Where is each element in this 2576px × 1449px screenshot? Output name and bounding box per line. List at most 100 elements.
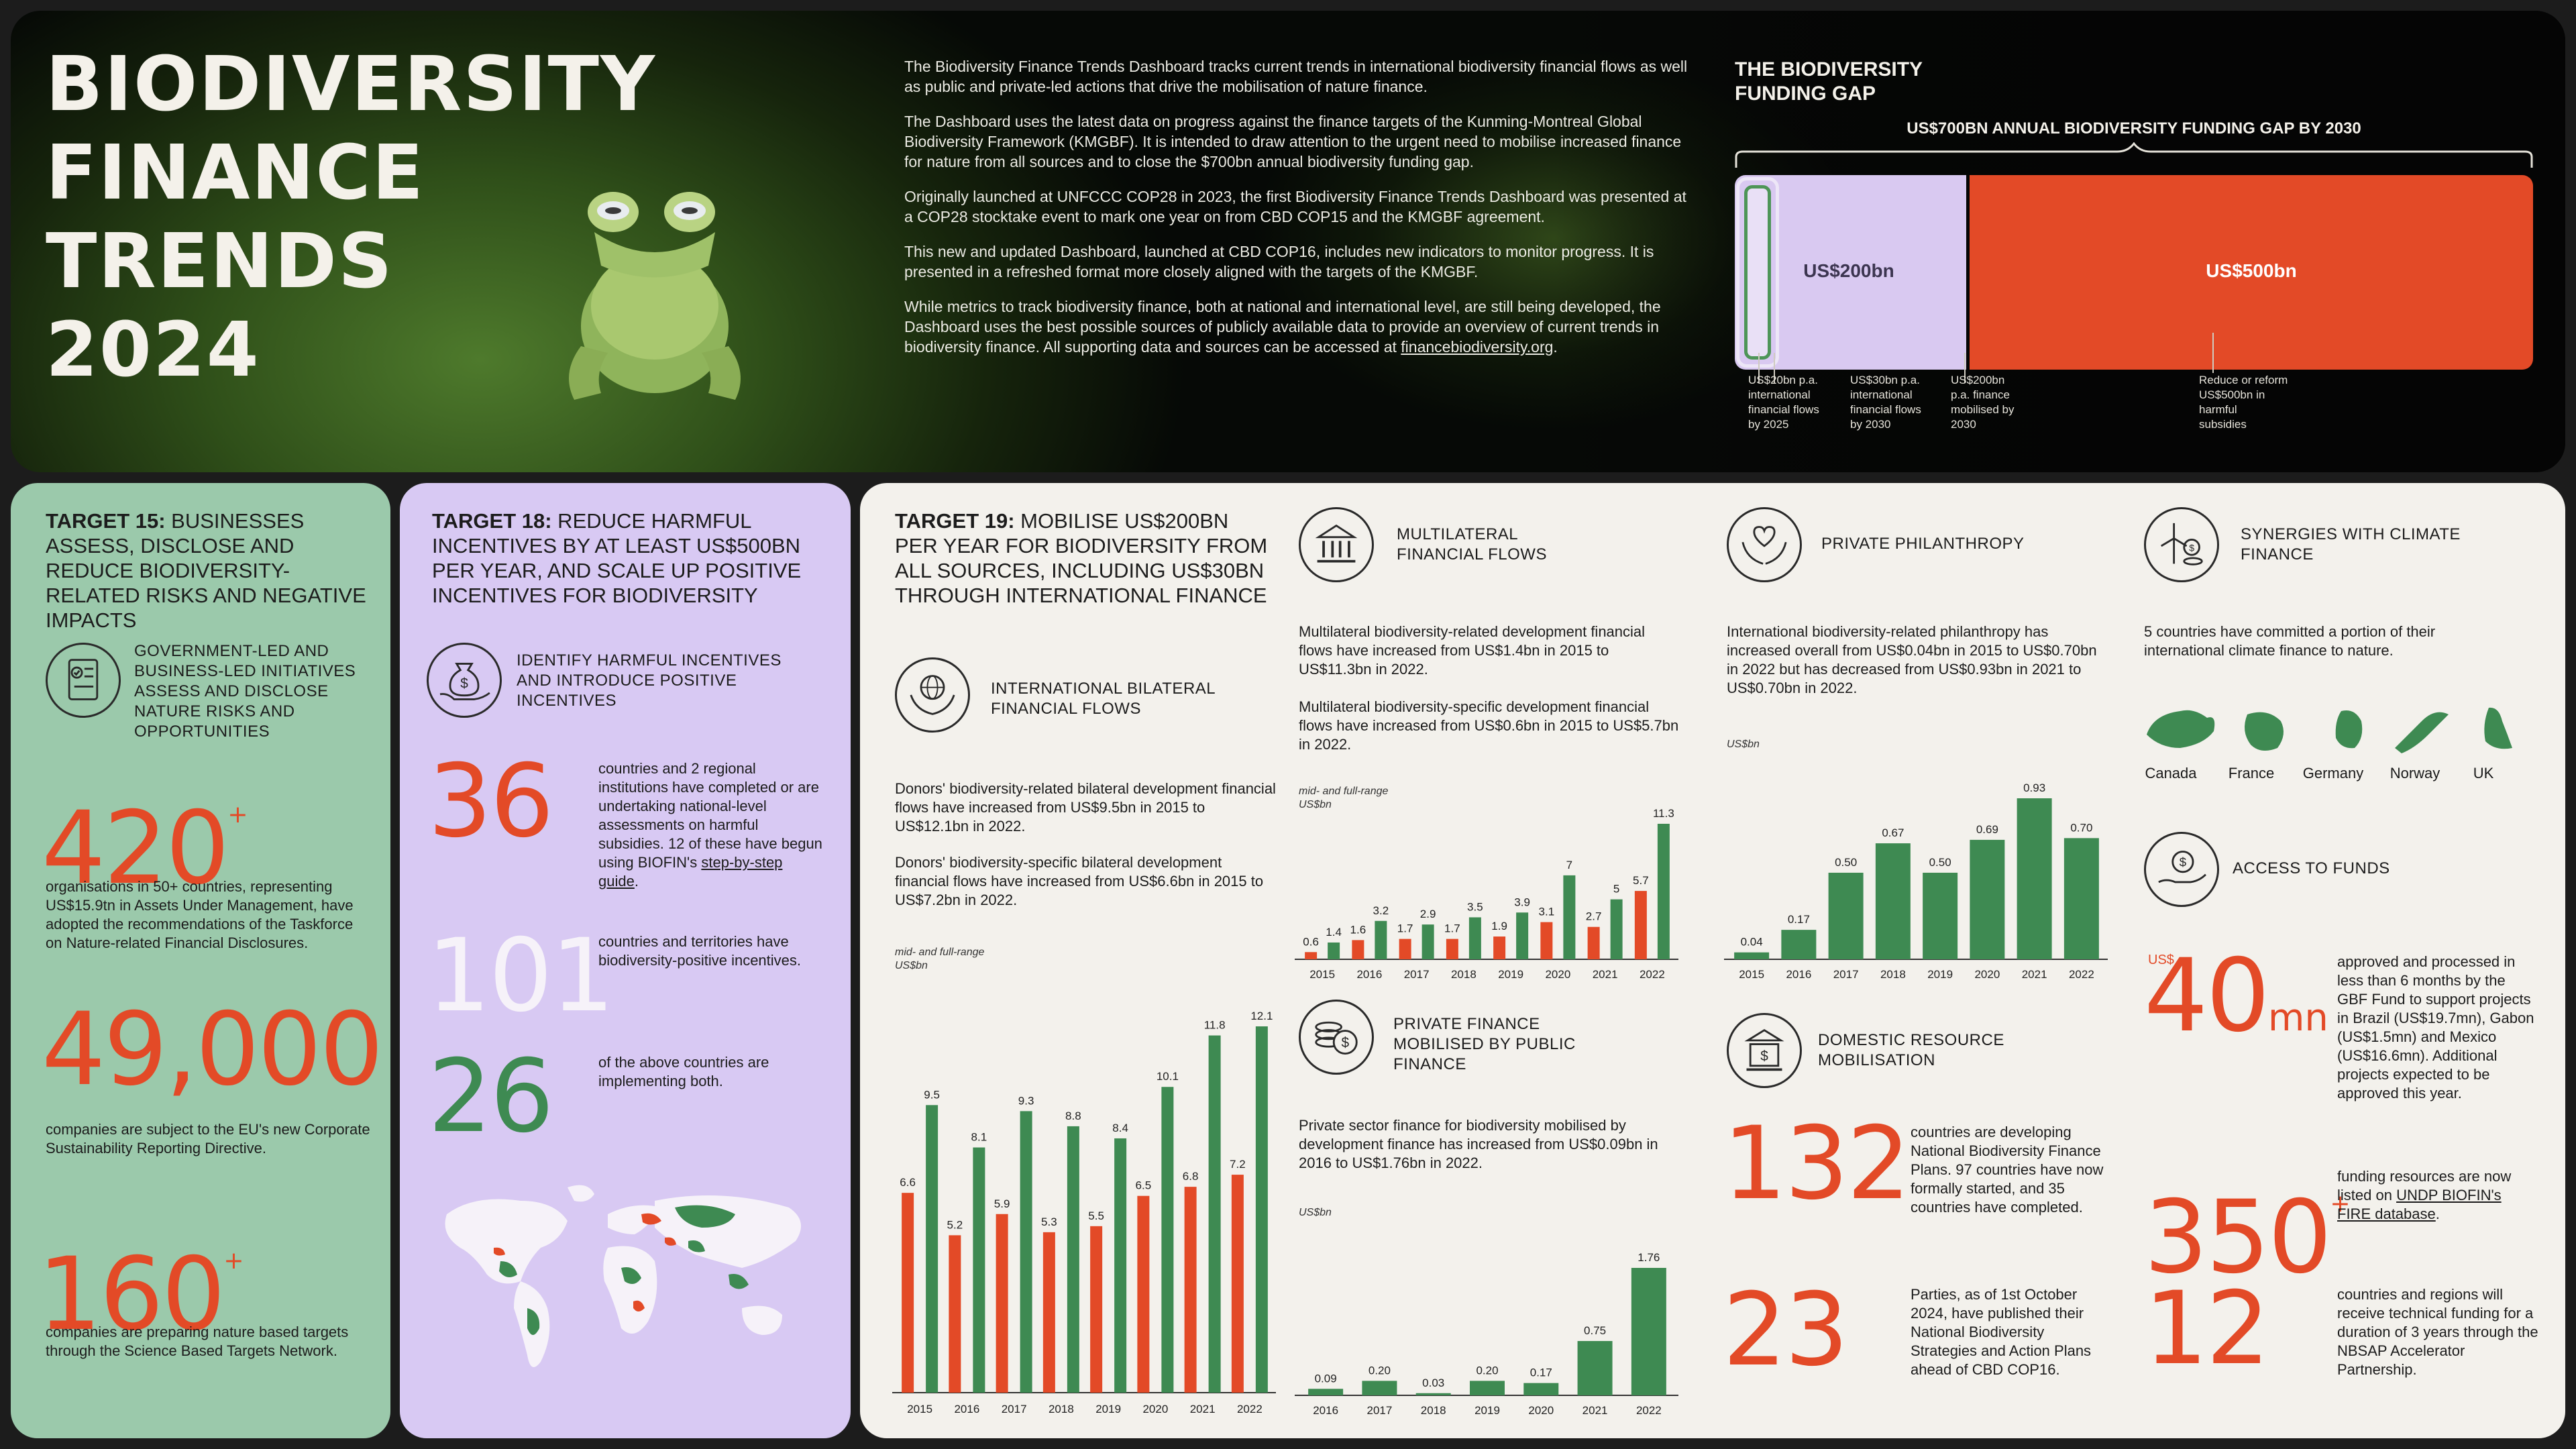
chart-bar xyxy=(1399,938,1411,959)
chart-bar xyxy=(1657,824,1670,959)
bar-value-label: 7.2 xyxy=(1230,1158,1246,1171)
bar-value-label: 11.8 xyxy=(1204,1019,1226,1032)
chart-bar xyxy=(1161,1087,1174,1393)
bar-value-label: 8.4 xyxy=(1112,1122,1128,1134)
chart-bar xyxy=(1114,1138,1127,1393)
stat-101-text: countries and territories have biodivers… xyxy=(598,933,802,969)
bar-value-label: 0.20 xyxy=(1368,1364,1391,1377)
gap-note-line: US$500bn in xyxy=(2199,388,2265,401)
x-tick-label: 2017 xyxy=(1833,968,1859,981)
financebiodiversity-link[interactable]: financebiodiversity.org xyxy=(1401,338,1554,356)
stat-26: 26 xyxy=(428,1038,554,1155)
stat-suffix: mn xyxy=(2267,996,2328,1040)
bar-value-label: 0.69 xyxy=(1976,823,1998,836)
x-tick-label: 2019 xyxy=(1498,968,1523,981)
chart-bar xyxy=(949,1235,961,1393)
chart-bar xyxy=(1362,1381,1397,1395)
multilateral-text-1: Multilateral biodiversity-related develo… xyxy=(1299,623,1646,678)
hero-title-line: BIODIVERSITY xyxy=(46,41,657,128)
bilateral-chart-caption: mid- and full-range US$bn xyxy=(895,946,984,973)
philanthropy-title: PRIVATE PHILANTHROPY xyxy=(1821,535,2025,553)
stat-23-text: Parties, as of 1st October 2024, have pu… xyxy=(1911,1286,2092,1378)
bar-value-label: 2.7 xyxy=(1586,910,1602,923)
intro-paragraph: This new and updated Dashboard, launched… xyxy=(904,243,1654,280)
chart-bar xyxy=(1375,920,1387,959)
bar-value-label: 12.1 xyxy=(1250,1010,1273,1022)
gap-bar-20bn xyxy=(1744,185,1771,360)
bilateral-bar-chart: 6.6 9.5 2015 5.2 8.1 2016 5.9 9.3 2017 5.3 8.8 2018… xyxy=(892,1010,1276,1415)
gap-note-line: US$30bn p.a. xyxy=(1850,374,1920,386)
gap-note-line: p.a. finance xyxy=(1951,388,2010,401)
stat-12-text: countries and regions will receive techn… xyxy=(2337,1286,2538,1378)
gap-note-line: international xyxy=(1850,388,1913,401)
stat-26-text: of the above countries are implementing … xyxy=(598,1054,769,1089)
money-bag-hand-icon: $ xyxy=(427,643,502,718)
target-label: TARGET 18: xyxy=(432,509,552,533)
chart-bar xyxy=(2017,798,2052,959)
france-map xyxy=(2245,712,2284,751)
chart-bar xyxy=(1493,936,1506,959)
bar-value-label: 0.67 xyxy=(1882,826,1904,839)
multilateral-chart-caption: mid- and full-range US$bn xyxy=(1299,785,1388,812)
stat-350-text: funding resources are now listed on UNDP… xyxy=(2337,1167,2538,1224)
country-maps xyxy=(2147,707,2512,753)
country-label: UK xyxy=(2473,765,2494,782)
stat-suffix: + xyxy=(223,1247,244,1275)
chart-bar xyxy=(1090,1226,1103,1393)
caption-line: mid- and full-range xyxy=(895,947,985,958)
undp-fire-database-link[interactable]: UNDP BIOFIN's FIRE database xyxy=(2337,1187,2502,1222)
target-description: MOBILISE US$200BN PER YEAR FOR BIODIVERS… xyxy=(895,509,1268,607)
chart-bar xyxy=(1184,1187,1197,1393)
bar-value-label: 6.6 xyxy=(900,1176,916,1189)
private-mobilised-title: PRIVATE FINANCE MOBILISED BY PUBLIC FINA… xyxy=(1393,1015,1576,1073)
bar-value-label: 0.93 xyxy=(2023,782,2045,794)
bar-value-label: 0.03 xyxy=(1422,1377,1444,1389)
hand-coin-icon: $ xyxy=(2144,832,2219,907)
stat-350: 350+ xyxy=(2144,1154,2351,1288)
stat-36-text-part: countries and 2 regional institutions ha… xyxy=(598,760,822,871)
gap-tick xyxy=(1964,353,1966,383)
hero-title-line: TRENDS xyxy=(46,218,394,305)
stat-40-text: approved and processed in less than 6 mo… xyxy=(2337,953,2534,1102)
chart-bar xyxy=(1523,1383,1559,1395)
chart-bar xyxy=(1328,942,1340,959)
svg-text:$: $ xyxy=(2189,543,2194,553)
x-tick-label: 2016 xyxy=(1356,968,1382,981)
chart-bar xyxy=(1540,922,1553,959)
chart-bar xyxy=(1137,1195,1150,1393)
gap-bar-500bn xyxy=(1970,175,2533,370)
chart-bar xyxy=(973,1147,985,1393)
chart-bar xyxy=(1781,930,1817,959)
bar-value-label: 10.1 xyxy=(1157,1070,1179,1083)
bar-value-label: 9.3 xyxy=(1018,1094,1034,1107)
x-tick-label: 2022 xyxy=(2069,968,2094,981)
chart-bar xyxy=(1828,872,1864,959)
philanthropy-bar-chart: 0.04 2015 0.17 2016 0.50 2017 0.67 2018 0.50 2019… xyxy=(1724,782,2108,981)
heart-hands-icon xyxy=(1727,507,1802,582)
chart-bar xyxy=(1042,1232,1055,1393)
intro-last-text: While metrics to track biodiversity fina… xyxy=(904,298,1661,356)
philanthropy-caption: US$bn xyxy=(1727,739,1760,750)
target-15-panel: TARGET 15: BUSINESSES ASSESS, DISCLOSE A… xyxy=(11,483,390,1438)
uk-map xyxy=(2484,707,2512,749)
norway-map xyxy=(2395,712,2449,753)
chart-bar xyxy=(1587,926,1600,959)
chart-bar xyxy=(1446,938,1458,959)
stat-132-text: countries are developing National Biodiv… xyxy=(1911,1124,2104,1216)
caption-line: mid- and full-range xyxy=(1299,786,1389,797)
gap-note-line: harmful xyxy=(2199,403,2237,416)
bilateral-text-2: Donors' biodiversity-specific bilateral … xyxy=(895,854,1264,908)
x-tick-label: 2021 xyxy=(1190,1403,1216,1415)
stat-160: 160+ xyxy=(38,1211,244,1345)
funding-gap-subtitle: US$700BN ANNUAL BIODIVERSITY FUNDING GAP… xyxy=(1907,119,2361,138)
chart-bar xyxy=(1875,843,1911,959)
target-18-section-title: IDENTIFY HARMFUL INCENTIVES AND INTRODUC… xyxy=(517,651,782,710)
country-label: Norway xyxy=(2390,765,2440,782)
bar-value-label: 3.5 xyxy=(1467,900,1483,913)
synergies-title: SYNERGIES WITH CLIMATE FINANCE xyxy=(2241,525,2461,564)
bilateral-title: INTERNATIONAL BILATERAL FINANCIAL FLOWS xyxy=(991,680,1216,718)
step-by-step-guide-link[interactable]: step-by-step guide xyxy=(598,854,783,890)
bar-value-label: 6.8 xyxy=(1183,1170,1199,1183)
x-tick-label: 2017 xyxy=(1367,1404,1393,1417)
private-mobilised-bar-chart: 0.09 2016 0.20 2017 0.03 2018 0.20 2019 0.17 2020… xyxy=(1295,1251,1678,1417)
